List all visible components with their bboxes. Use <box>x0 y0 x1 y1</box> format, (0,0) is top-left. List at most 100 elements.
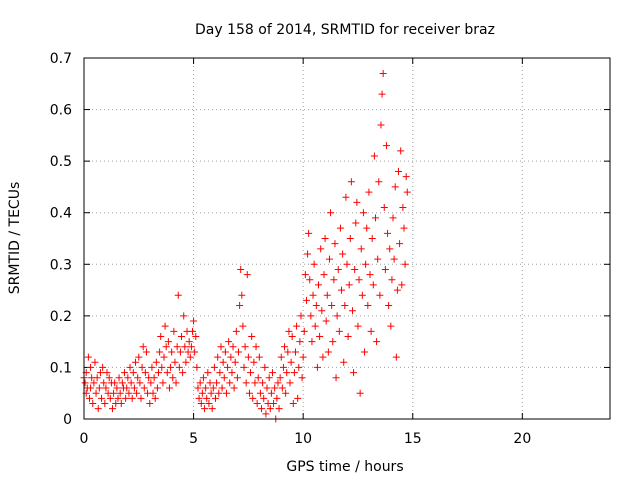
data-point <box>215 389 223 397</box>
data-point <box>163 369 171 377</box>
data-point <box>195 394 203 402</box>
data-point <box>90 379 98 387</box>
x-tick-labels: 0 5 10 15 20 <box>80 431 532 447</box>
data-point <box>87 363 95 371</box>
data-point <box>334 265 342 273</box>
data-point <box>282 389 290 397</box>
data-point <box>279 363 287 371</box>
data-point <box>327 209 335 217</box>
data-point <box>214 353 222 361</box>
data-point <box>262 410 270 418</box>
data-point <box>150 374 158 382</box>
data-point <box>207 389 215 397</box>
data-point <box>105 374 113 382</box>
data-point <box>317 245 325 253</box>
data-point <box>287 358 295 366</box>
data-point <box>276 374 284 382</box>
data-point <box>311 322 319 330</box>
data-point <box>330 276 338 284</box>
data-point <box>125 389 133 397</box>
data-point <box>152 358 160 366</box>
data-point <box>232 327 240 335</box>
y-tick-label: 0.2 <box>50 309 72 325</box>
y-tick-label: 0.1 <box>50 360 72 376</box>
data-point <box>344 332 352 340</box>
data-point <box>297 312 305 320</box>
data-point <box>237 265 245 273</box>
data-point <box>266 405 274 413</box>
data-point <box>108 405 116 413</box>
data-point <box>201 405 209 413</box>
data-point <box>175 363 183 371</box>
data-point <box>100 379 108 387</box>
data-point <box>101 400 109 408</box>
data-point <box>236 302 244 310</box>
data-point <box>179 369 187 377</box>
y-tick-label: 0 <box>63 412 72 428</box>
data-point <box>192 332 200 340</box>
data-point <box>199 374 207 382</box>
data-point <box>284 348 292 356</box>
data-point <box>398 281 406 289</box>
data-point <box>247 369 255 377</box>
data-point <box>92 389 100 397</box>
data-point <box>165 384 173 392</box>
data-point <box>230 384 238 392</box>
data-point <box>231 358 239 366</box>
data-point <box>367 327 375 335</box>
data-point <box>164 338 172 346</box>
data-point <box>205 400 213 408</box>
data-point <box>151 394 159 402</box>
data-point <box>366 271 374 279</box>
data-point <box>346 235 354 242</box>
data-point <box>118 379 126 387</box>
data-point <box>197 400 205 408</box>
data-point <box>369 281 377 289</box>
data-point <box>174 291 182 299</box>
data-point <box>256 389 264 397</box>
data-point <box>91 358 99 366</box>
data-point <box>399 204 407 212</box>
data-point <box>191 348 199 356</box>
data-point <box>137 394 145 402</box>
data-point <box>99 363 107 371</box>
data-point <box>316 332 324 340</box>
x-tick-label: 5 <box>189 431 198 447</box>
data-point <box>146 400 154 408</box>
data-point <box>312 302 320 310</box>
y-tick-label: 0.5 <box>50 154 72 170</box>
data-point <box>388 276 396 284</box>
data-point <box>261 363 269 371</box>
data-point <box>106 394 114 402</box>
data-point <box>178 332 186 340</box>
data-point <box>258 405 266 413</box>
data-point <box>359 209 367 217</box>
data-point <box>103 369 111 377</box>
plot-frame <box>83 57 611 420</box>
data-point <box>338 286 346 294</box>
y-tick-label: 0.3 <box>50 257 72 273</box>
data-point <box>160 353 168 361</box>
data-point <box>283 369 291 377</box>
data-point <box>376 291 384 299</box>
data-point <box>180 312 188 320</box>
data-point <box>259 379 267 387</box>
data-point <box>252 343 260 351</box>
data-point <box>347 178 355 186</box>
data-point <box>390 255 398 263</box>
data-point <box>382 142 390 150</box>
data-point <box>241 343 249 351</box>
data-point <box>81 379 89 387</box>
data-point <box>138 363 146 371</box>
data-point <box>339 250 347 258</box>
y-tick-label: 0.6 <box>50 103 72 119</box>
data-point <box>203 394 211 402</box>
x-tick-label: 10 <box>294 431 312 447</box>
data-point <box>204 369 212 377</box>
data-point <box>370 152 378 160</box>
data-point <box>352 219 360 227</box>
data-point <box>111 379 119 387</box>
data-point <box>371 214 379 222</box>
data-point <box>248 332 256 340</box>
data-point <box>176 348 184 356</box>
